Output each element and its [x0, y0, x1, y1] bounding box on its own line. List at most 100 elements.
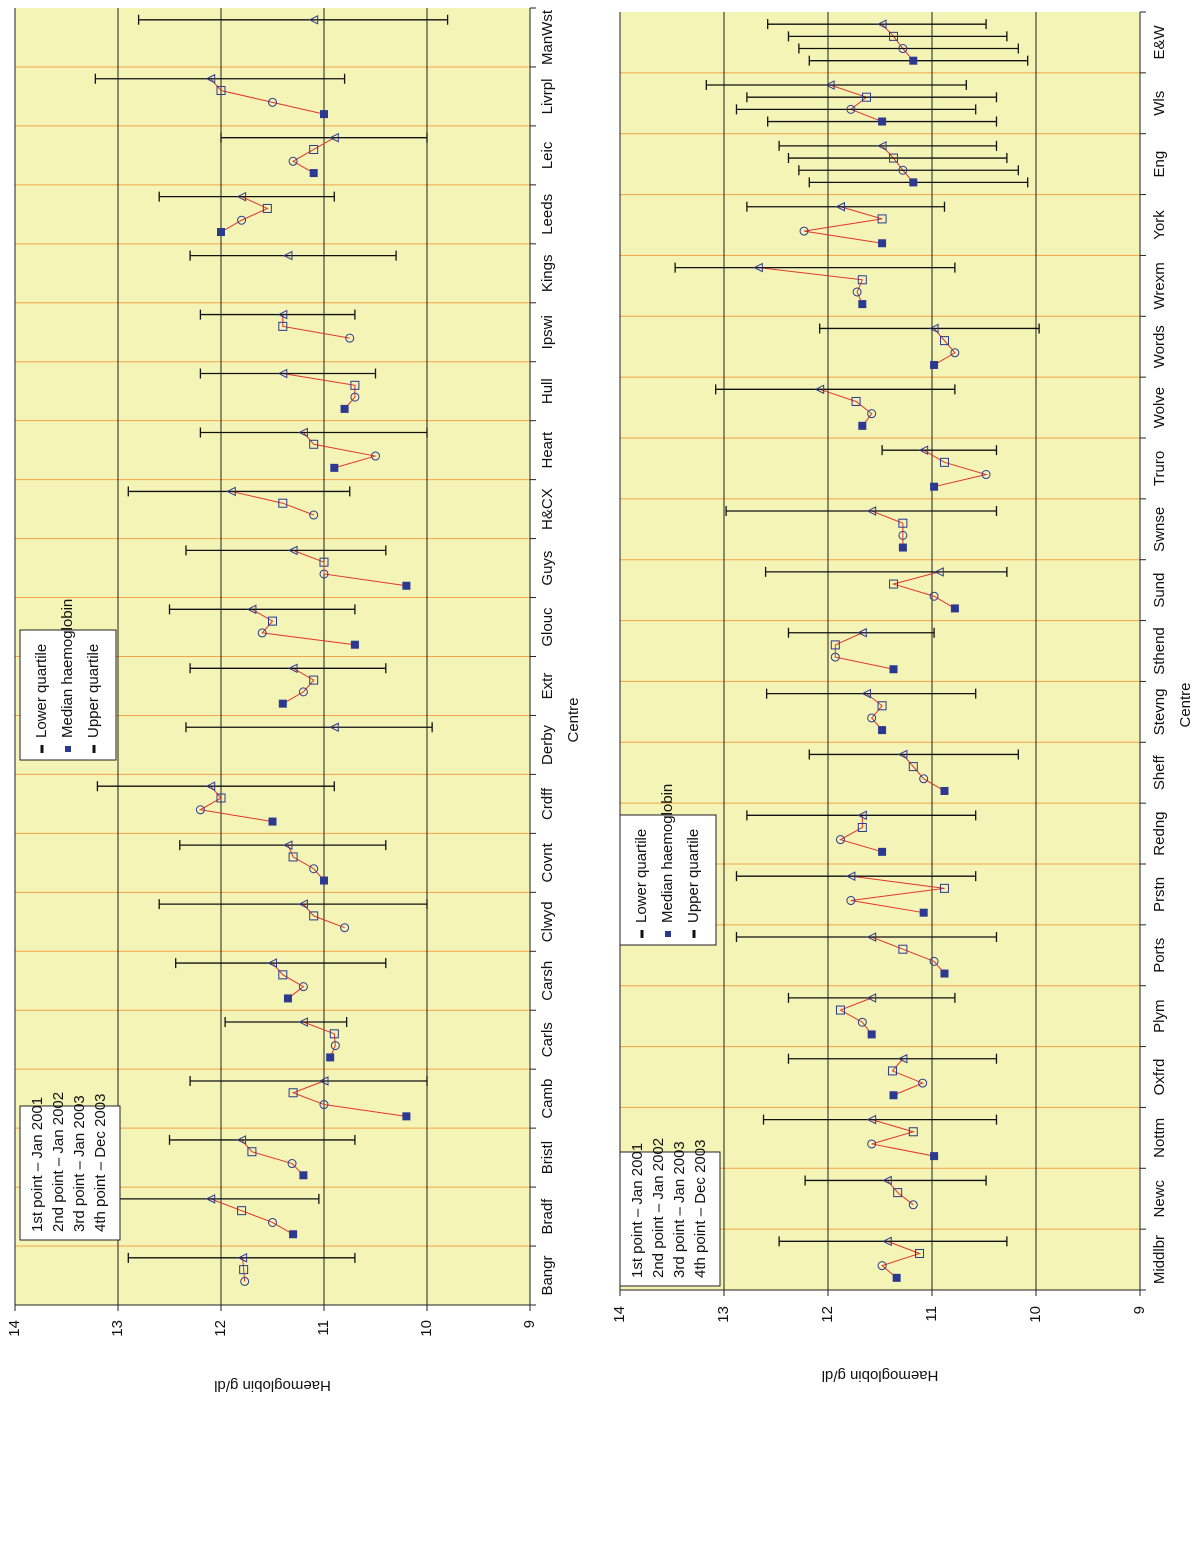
- median-point: [940, 786, 949, 795]
- median-point: [835, 1005, 845, 1015]
- median-point: [858, 421, 867, 430]
- quartile-bar: [224, 1017, 348, 1028]
- quartile-bar: [804, 1175, 987, 1186]
- median-point: [278, 321, 288, 331]
- median-point: [262, 203, 272, 213]
- x-tick-label: Extr: [539, 673, 556, 700]
- median-point: [846, 104, 856, 114]
- quartile-bar: [158, 191, 335, 202]
- median-point: [319, 569, 329, 579]
- median-point: [908, 1127, 918, 1137]
- median-point: [892, 1273, 901, 1282]
- median-point: [897, 1053, 908, 1064]
- x-tick-label: Guys: [539, 551, 556, 586]
- x-tick-label: H&CX: [539, 488, 556, 530]
- median-point: [866, 932, 877, 942]
- quartile-bar: [199, 368, 377, 379]
- chart: 9 10 11 12 13 14 Haemoglobin g/dl Centre Bangr Br…: [6, 7, 582, 1394]
- x-tick-label: Carsh: [539, 961, 556, 1001]
- median-line: [881, 145, 914, 183]
- x-tick-label: Leic: [539, 141, 556, 169]
- x-tick-label: Heart: [539, 431, 556, 469]
- median-line: [303, 1021, 336, 1058]
- x-tick-label: Carls: [539, 1022, 556, 1057]
- median-point: [350, 392, 360, 402]
- median-point: [867, 409, 877, 419]
- median-point: [930, 360, 939, 369]
- x-tick-label: Ipswi: [539, 315, 556, 349]
- median-point: [226, 486, 236, 497]
- median-line: [282, 373, 356, 410]
- quartile-bar: [787, 1053, 998, 1064]
- median-point: [298, 982, 308, 992]
- median-point: [320, 876, 328, 885]
- x-tick-label: Eng: [1151, 151, 1168, 178]
- median-point: [288, 156, 298, 166]
- note-text: 2nd point – Jan 2002: [50, 1092, 67, 1232]
- median-point: [340, 923, 350, 933]
- quartile-bar: [746, 810, 977, 821]
- x-tick-label: Wolve: [1151, 387, 1168, 428]
- median-point: [237, 1253, 248, 1263]
- quartile-bar: [746, 92, 998, 103]
- median-point: [237, 215, 247, 225]
- median-point: [329, 722, 339, 733]
- median-point: [877, 214, 887, 224]
- median-point: [919, 908, 928, 917]
- median-point: [861, 92, 871, 102]
- note-text: 1st point – Jan 2001: [629, 1143, 646, 1278]
- median-point: [216, 793, 226, 803]
- median-line: [839, 997, 873, 1035]
- note-text: 4th point – Dec 2003: [692, 1140, 709, 1278]
- x-tick-label: Middlbr: [1151, 1235, 1168, 1284]
- x-tick-label: Stevng: [1151, 689, 1168, 736]
- median-point: [278, 970, 288, 980]
- median-point: [889, 153, 899, 163]
- median-point: [929, 591, 939, 601]
- median-point: [287, 663, 298, 674]
- x-tick-label: Camb: [539, 1079, 556, 1119]
- median-point: [940, 969, 949, 978]
- median-point: [876, 141, 887, 151]
- median-point: [239, 1265, 249, 1275]
- median-point: [930, 1152, 939, 1161]
- note-text: 3rd point – Jan 2003: [671, 1141, 688, 1278]
- x-tick-label: Bristl: [539, 1141, 556, 1174]
- median-point: [939, 457, 949, 467]
- median-point: [835, 201, 845, 212]
- median-line: [210, 78, 325, 115]
- legend-label: Median haemoglobin: [659, 784, 676, 923]
- x-axis-title: Centre: [1177, 682, 1194, 727]
- median-point: [299, 1171, 308, 1180]
- median-point: [930, 482, 939, 491]
- median-point: [309, 911, 319, 921]
- median-point: [309, 510, 319, 520]
- median-point: [205, 781, 216, 792]
- median-point: [240, 1276, 250, 1286]
- x-tick-label: ManWst: [539, 9, 556, 65]
- median-point: [889, 579, 899, 589]
- median-point: [216, 86, 226, 96]
- x-tick-label: Ports: [1151, 938, 1168, 973]
- x-tick-label: Bangr: [539, 1256, 556, 1296]
- median-point: [981, 470, 991, 480]
- quartile-bar: [127, 486, 351, 497]
- median-point: [330, 1041, 340, 1051]
- median-line: [282, 667, 315, 705]
- quartile-bar: [199, 427, 428, 438]
- quartile-bar: [735, 871, 977, 882]
- chart: 9 10 11 12 13 14 Haemoglobin g/dl Centre Middlbr…: [611, 11, 1194, 1384]
- median-point: [857, 627, 867, 638]
- median-point: [237, 1206, 247, 1216]
- median-point: [277, 309, 288, 320]
- y-tick-label: 9: [1131, 1306, 1148, 1314]
- median-point: [858, 300, 867, 309]
- note-text: 1st point – Jan 2001: [29, 1097, 46, 1232]
- quartile-bar: [189, 250, 397, 261]
- median-line: [829, 84, 883, 123]
- x-tick-label: Truro: [1151, 451, 1168, 486]
- x-tick-label: Glouc: [539, 607, 556, 647]
- y-tick-label: 9: [521, 1320, 538, 1328]
- median-point: [268, 1217, 277, 1227]
- median-point: [857, 822, 867, 832]
